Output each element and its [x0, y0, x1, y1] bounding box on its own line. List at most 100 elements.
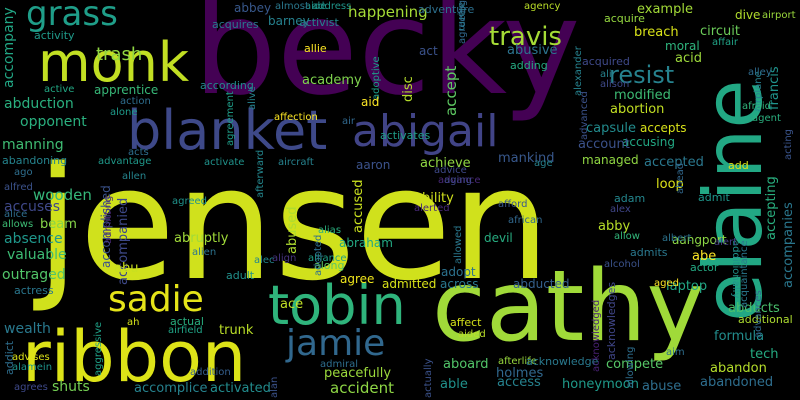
word: becky: [193, 0, 581, 125]
word: breach: [634, 25, 679, 40]
word: afterward: [255, 149, 266, 198]
word: adding: [510, 59, 548, 72]
word: wealth: [4, 321, 51, 337]
word: holmes: [496, 366, 544, 381]
word: advice: [434, 165, 467, 176]
word: accident: [330, 379, 394, 397]
word: absence: [4, 231, 63, 247]
word: aided: [458, 329, 486, 340]
word: afford: [498, 199, 528, 210]
word: alias: [318, 225, 342, 236]
word: acquired: [582, 55, 630, 68]
word: accused: [351, 179, 366, 233]
word: active: [44, 84, 75, 95]
word: ahead: [675, 162, 686, 194]
word: acts: [128, 147, 149, 158]
word: ribbon: [22, 316, 247, 398]
word: example: [637, 2, 693, 17]
word: across: [440, 277, 479, 291]
word: adopt: [441, 265, 476, 279]
word: dive: [735, 8, 761, 22]
word: laptop: [666, 279, 708, 294]
word: allen: [122, 171, 147, 182]
word: resist: [609, 61, 675, 89]
word: jensen: [36, 133, 551, 315]
word: acid: [675, 51, 702, 66]
word: tech: [750, 347, 779, 362]
word: alan: [269, 376, 280, 398]
word: admitting: [103, 195, 114, 244]
word: agree: [340, 272, 375, 286]
word: alert: [714, 237, 738, 248]
word: acquaintance: [739, 240, 750, 308]
word: aid: [361, 95, 380, 109]
word: along: [314, 259, 345, 272]
word: account: [578, 137, 630, 152]
word: activity: [34, 29, 75, 42]
word: afterlife: [498, 356, 537, 367]
word: allowed: [453, 225, 464, 264]
word: abducted: [513, 277, 570, 291]
word: agent: [752, 113, 781, 124]
word: accusing: [622, 135, 675, 149]
word: acting: [783, 128, 794, 160]
word: abusive: [507, 43, 558, 58]
word: acquires: [212, 18, 259, 31]
word: tobin: [268, 274, 406, 337]
word: manning: [2, 137, 64, 153]
word: accompanies: [781, 202, 796, 288]
word: happening: [348, 3, 428, 21]
word: albert: [662, 233, 692, 244]
word: aangport: [672, 233, 727, 247]
word: agrees: [14, 382, 48, 393]
word: activates: [380, 129, 431, 142]
word: honeymoon: [562, 377, 639, 392]
word: abruptly: [174, 231, 229, 246]
word: ace: [280, 297, 304, 312]
word: disc: [401, 76, 416, 102]
word: age: [534, 158, 553, 169]
word: address: [312, 1, 352, 12]
word: alamein: [12, 362, 53, 373]
word: opponent: [20, 114, 87, 130]
word: jamie: [286, 323, 386, 364]
word: outraged: [2, 267, 66, 283]
word: monk: [38, 31, 190, 94]
word: admits: [630, 246, 668, 259]
word: according: [200, 79, 254, 92]
word: aged: [654, 278, 679, 289]
word: academy: [302, 73, 362, 88]
word: acknowledged: [591, 299, 602, 372]
word: blanket: [127, 99, 328, 162]
word: alex: [610, 204, 631, 215]
word: allows: [2, 219, 34, 230]
word: activated: [210, 381, 271, 396]
word: allie: [304, 42, 327, 55]
word: abandoned: [700, 375, 774, 390]
word: apprentice: [94, 83, 159, 97]
word: alone: [110, 107, 138, 118]
word: advanced: [579, 91, 590, 140]
word: aboard: [443, 357, 489, 372]
word: agreed: [172, 196, 208, 207]
word: advantage: [98, 156, 152, 167]
word: alice: [4, 209, 28, 220]
word: abby: [598, 219, 631, 234]
word: advances: [753, 290, 764, 338]
word: accepts: [640, 121, 687, 135]
word: sadie: [108, 279, 204, 320]
word: affection: [274, 112, 318, 123]
word: accepting: [764, 176, 779, 240]
word: accuses: [4, 199, 61, 215]
word: act: [419, 44, 438, 58]
word: grass: [26, 0, 118, 34]
word: alley: [748, 67, 772, 78]
word: afraid: [742, 101, 772, 112]
word: abandon: [710, 361, 767, 376]
word: circuit: [700, 24, 740, 39]
word: devil: [484, 231, 513, 245]
word: air: [342, 116, 356, 127]
word: access: [497, 375, 541, 390]
word: allowing: [625, 346, 636, 388]
word: managed: [582, 153, 639, 167]
